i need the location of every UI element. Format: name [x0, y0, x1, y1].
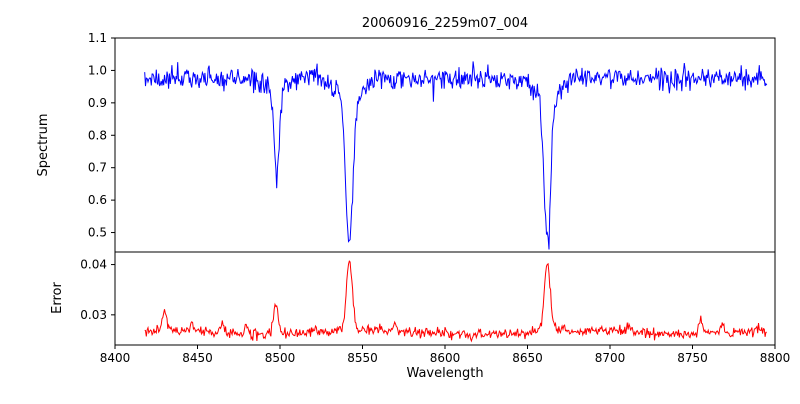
- chart-title: 20060916_2259m07_004: [362, 16, 528, 31]
- x-tick-label: 8400: [100, 351, 131, 365]
- x-tick-label: 8600: [430, 351, 461, 365]
- y-tick-label-spectrum: 0.6: [88, 193, 107, 207]
- y-tick-label-spectrum: 0.9: [88, 96, 107, 110]
- y-axis-label-error: Error: [50, 282, 65, 314]
- x-tick-label: 8450: [182, 351, 213, 365]
- y-tick-label-error: 0.03: [80, 308, 107, 322]
- y-tick-label-spectrum: 1.0: [88, 63, 107, 77]
- spectrum-line: [144, 61, 768, 250]
- x-tick-label: 8800: [760, 351, 791, 365]
- y-tick-label-error: 0.04: [80, 258, 107, 272]
- x-tick-label: 8550: [347, 351, 378, 365]
- y-tick-label-spectrum: 1.1: [88, 31, 107, 45]
- x-tick-label: 8500: [265, 351, 296, 365]
- plot-area: 8400 8450 8500 8550 8600 8650 8700 8750 8800 0.5 0…: [80, 31, 790, 365]
- x-tick-label: 8650: [512, 351, 543, 365]
- error-line: [144, 260, 767, 343]
- x-tick-label: 8750: [677, 351, 708, 365]
- y-tick-label-spectrum: 0.7: [88, 161, 107, 175]
- y-tick-label-spectrum: 0.8: [88, 128, 107, 142]
- y-tick-label-spectrum: 0.5: [88, 226, 107, 240]
- x-tick-label: 8700: [595, 351, 626, 365]
- x-axis-label: Wavelength: [406, 366, 483, 381]
- y-axis-label-spectrum: Spectrum: [36, 114, 51, 177]
